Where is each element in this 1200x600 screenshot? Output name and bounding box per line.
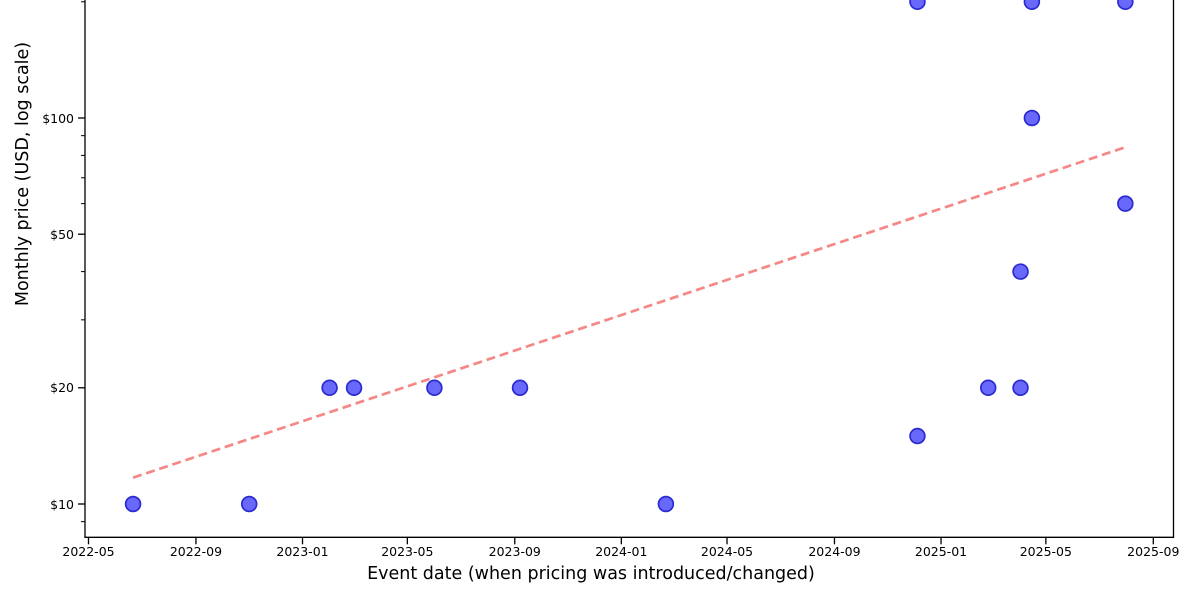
y-axis-title: Monthly price (USD, log scale): [13, 41, 33, 307]
y-tick-label: $10: [50, 496, 74, 512]
x-tick-label: 2024-09: [808, 544, 861, 559]
data-point: [321, 379, 338, 397]
x-tick-label: 2023-09: [488, 544, 541, 559]
x-tick-label: 2025-09: [1127, 544, 1180, 559]
data-point: [1023, 109, 1041, 127]
data-point: [1117, 0, 1134, 11]
x-axis-title: Event date (when pricing was introduced/…: [367, 564, 815, 584]
data-point: [657, 495, 675, 513]
data-point: [124, 495, 142, 513]
x-tick-label: 2023-05: [381, 544, 434, 559]
y-tick-label: $50: [50, 226, 74, 242]
x-tick-label: 2024-01: [595, 544, 648, 559]
data-point: [909, 427, 926, 445]
data-point: [1117, 195, 1134, 212]
x-tick-label: 2025-01: [914, 544, 968, 559]
data-point: [1012, 263, 1029, 280]
data-point: [511, 379, 529, 397]
data-point: [345, 379, 363, 397]
x-tick-label: 2024-05: [700, 544, 754, 559]
data-point: [909, 0, 926, 11]
y-tick-label: $20: [50, 380, 74, 396]
x-tick-label: 2025-05: [1019, 544, 1072, 559]
data-point: [979, 379, 997, 397]
data-point: [240, 495, 258, 513]
x-tick-label: 2023-01: [276, 544, 329, 559]
data-point: [1012, 379, 1029, 397]
data-point: [1023, 0, 1041, 11]
y-tick-label: $100: [42, 110, 74, 126]
data-point: [426, 379, 443, 397]
x-tick-label: 2022-05: [62, 544, 115, 559]
x-tick-label: 2022-09: [169, 544, 223, 559]
trendline: [132, 145, 1126, 479]
